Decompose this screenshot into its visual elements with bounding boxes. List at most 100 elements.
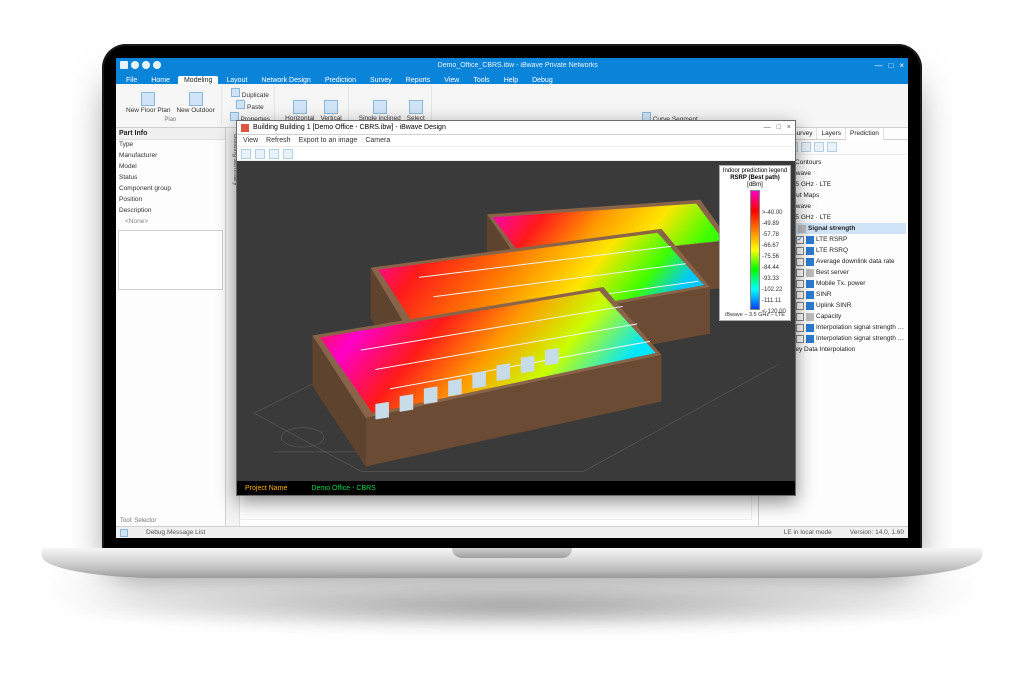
viewer-menu-refresh[interactable]: Refresh [266, 137, 291, 144]
tab-layout[interactable]: Layout [220, 76, 253, 84]
tab-file[interactable]: File [120, 76, 143, 84]
tree-label: SINR [816, 289, 906, 300]
viewer-window[interactable]: Building Building 1 [Demo Office - CBRS.… [236, 120, 796, 496]
part-info-field: Manufacturer [116, 151, 225, 162]
tree-checkbox[interactable] [796, 269, 804, 277]
duplicate-button[interactable]: Duplicate [231, 88, 269, 99]
tab-modeling[interactable]: Modeling [178, 76, 218, 84]
tab-prediction[interactable]: Prediction [319, 76, 362, 84]
description-value: <None> [116, 217, 225, 228]
viewer-footer-value: Demo Office - CBRS [311, 485, 375, 492]
qat-help-icon[interactable] [153, 61, 161, 69]
color-swatch [806, 335, 814, 343]
new-floor-plan-button[interactable]: New Floor Plan [124, 91, 172, 115]
viewer-tool-icon[interactable] [241, 149, 251, 159]
status-mode: LE in local mode [784, 529, 832, 536]
laptop-base [42, 548, 982, 578]
tab-help[interactable]: Help [498, 76, 524, 84]
tool-icon[interactable] [814, 142, 824, 152]
color-swatch [806, 269, 814, 277]
viewer-maximize-button[interactable]: □ [777, 124, 781, 131]
color-swatch [806, 291, 814, 299]
tab-layers[interactable]: Layers [817, 128, 846, 139]
tab-prediction-panel[interactable]: Prediction [846, 128, 884, 140]
floor-plan-icon [141, 92, 155, 106]
tab-survey[interactable]: Survey [364, 76, 398, 84]
viewer-menu-camera[interactable]: Camera [365, 137, 390, 144]
duplicate-icon [231, 88, 240, 97]
tree-label: Survey Data Interpolation [782, 344, 906, 355]
tree-label: iBwave [790, 201, 906, 212]
viewer-menu-export[interactable]: Export to an image [299, 137, 358, 144]
legend-metric: RSRP (Best path) [722, 175, 788, 181]
quick-access-toolbar[interactable] [120, 61, 161, 69]
viewer-close-button[interactable]: × [787, 124, 791, 131]
tree-checkbox[interactable] [796, 247, 804, 255]
part-info-header: Part Info [116, 128, 225, 140]
tool-selector-label: Tool: Selector [120, 518, 156, 524]
tree-checkbox[interactable] [796, 324, 804, 332]
close-button[interactable]: × [899, 61, 904, 70]
status-version: Version: 14.0, 1.60 [850, 529, 904, 536]
maximize-button[interactable]: □ [888, 61, 893, 70]
description-box[interactable] [118, 230, 223, 290]
tree-checkbox[interactable] [796, 236, 804, 244]
tree-label: Output Maps [782, 190, 906, 201]
new-floor-plan-label: New Floor Plan [126, 107, 170, 114]
tree-checkbox[interactable] [796, 258, 804, 266]
prediction-legend: Indoor prediction legend RSRP (Best path… [719, 165, 791, 321]
part-info-field: Model [116, 162, 225, 173]
viewer-toolbar [237, 147, 795, 161]
legend-tick: <-120.00 [762, 309, 786, 315]
viewer-tool-icon[interactable] [269, 149, 279, 159]
tree-checkbox[interactable] [796, 291, 804, 299]
qat-undo-icon[interactable] [131, 61, 139, 69]
viewer-tool-icon[interactable] [283, 149, 293, 159]
color-swatch [806, 258, 814, 266]
tab-view[interactable]: View [438, 76, 465, 84]
window-controls: — □ × [874, 61, 904, 70]
window-title: Demo_Office_CBRS.ibw - iBwave Private Ne… [165, 62, 870, 69]
debug-message-list-label[interactable]: Debug Message List [146, 529, 205, 536]
tab-reports[interactable]: Reports [400, 76, 437, 84]
select-icon [409, 100, 423, 114]
legend-unit: [dBm] [722, 182, 788, 188]
viewer-titlebar[interactable]: Building Building 1 [Demo Office - CBRS.… [237, 121, 795, 135]
viewer-3d-canvas[interactable]: Indoor prediction legend RSRP (Best path… [237, 161, 795, 481]
tree-checkbox[interactable] [796, 280, 804, 288]
legend-tick: -102.22 [762, 287, 786, 293]
statusbar: Debug Message List Tool: Selector LE in … [116, 526, 908, 538]
tree-label: Interpolation signal strength RSSI [816, 333, 906, 344]
legend-scale: >-40.00-49.89-57.78-66.67-75.56-84.44-93… [762, 210, 786, 315]
tool-icon[interactable] [801, 142, 811, 152]
tab-debug[interactable]: Debug [526, 76, 559, 84]
inclined-icon [373, 100, 387, 114]
tree-checkbox[interactable] [796, 313, 804, 321]
viewer-minimize-button[interactable]: — [764, 124, 771, 131]
paste-icon [236, 100, 245, 109]
legend-tick: -93.33 [762, 276, 786, 282]
debug-icon[interactable] [120, 529, 128, 537]
legend-tick: -49.89 [762, 221, 786, 227]
tab-home[interactable]: Home [145, 76, 176, 84]
legend-tick: -75.56 [762, 254, 786, 260]
new-outdoor-button[interactable]: New Outdoor [174, 91, 216, 115]
qat-redo-icon[interactable] [142, 61, 150, 69]
tree-label: Capacity [816, 311, 906, 322]
tab-tools[interactable]: Tools [467, 76, 495, 84]
paste-button[interactable]: Paste [236, 100, 263, 111]
tree-checkbox[interactable] [796, 302, 804, 310]
tree-checkbox[interactable] [796, 335, 804, 343]
qat-save-icon[interactable] [120, 61, 128, 69]
tree-label: Uplink SINR [816, 300, 906, 311]
minimize-button[interactable]: — [874, 61, 882, 70]
viewer-menu-view[interactable]: View [243, 137, 258, 144]
tool-icon[interactable] [827, 142, 837, 152]
tab-network-design[interactable]: Network Design [255, 76, 316, 84]
new-outdoor-label: New Outdoor [176, 107, 214, 114]
laptop-frame: Demo_Office_CBRS.ibw - iBwave Private Ne… [102, 44, 922, 554]
viewer-tool-icon[interactable] [255, 149, 265, 159]
titlebar: Demo_Office_CBRS.ibw - iBwave Private Ne… [116, 58, 908, 72]
tree-label: Average downlink data rate [816, 256, 906, 267]
viewer-title: Building Building 1 [Demo Office - CBRS.… [253, 124, 760, 131]
